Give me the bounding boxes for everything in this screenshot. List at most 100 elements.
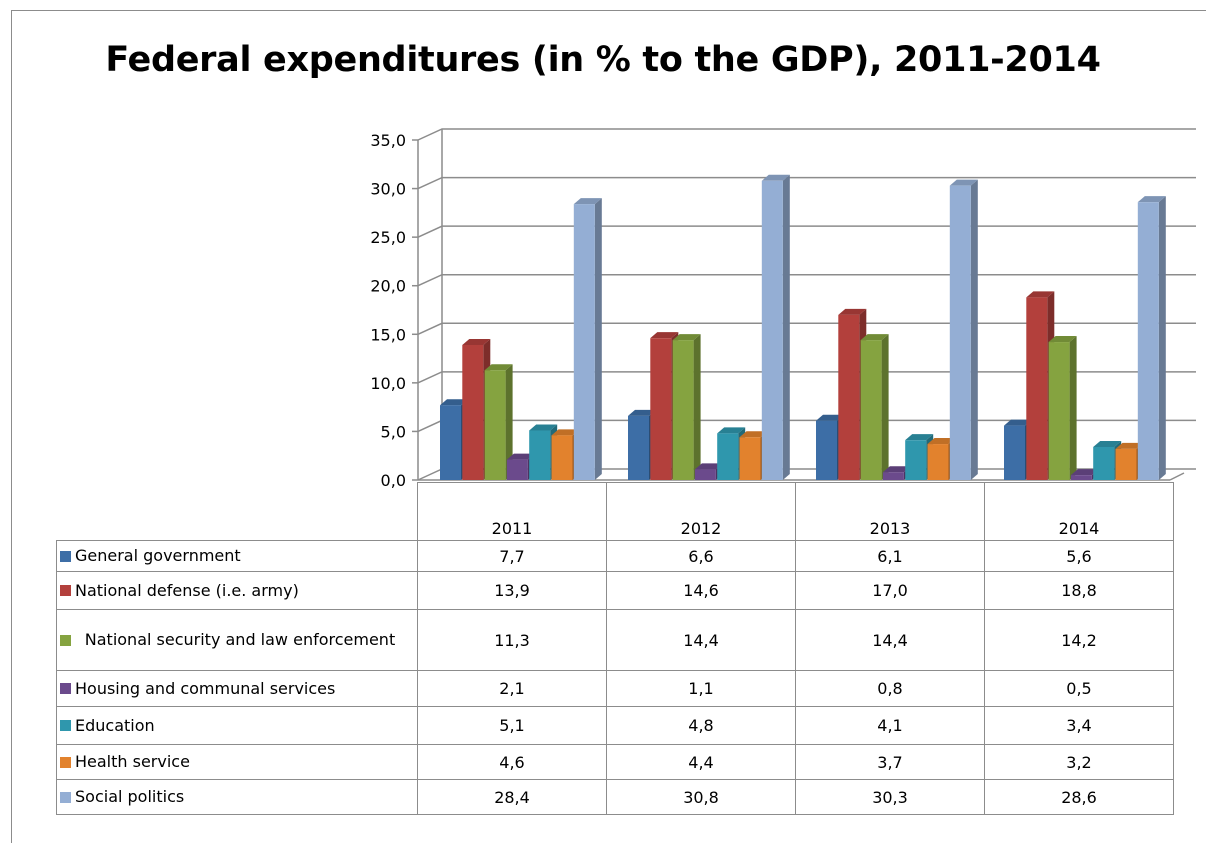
bar-side bbox=[693, 334, 701, 480]
bar bbox=[484, 364, 513, 480]
bar-front bbox=[761, 180, 783, 481]
data-table: 2011 2012 2013 2014 General government 7,7 6,6… bbox=[56, 482, 1174, 815]
data-label: 28,6 bbox=[984, 779, 1174, 815]
data-label: 30,8 bbox=[606, 779, 796, 815]
floor-right-edge bbox=[1169, 472, 1185, 481]
data-label: 5,6 bbox=[984, 540, 1174, 572]
gridline bbox=[417, 128, 1196, 141]
table-row: General government 7,7 6,6 6,1 5,6 bbox=[56, 540, 1174, 572]
table-row: Health service 4,6 4,4 3,7 3,2 bbox=[56, 744, 1174, 780]
legend-swatch bbox=[60, 585, 71, 596]
bar-front bbox=[1115, 448, 1137, 480]
x-tick-label: 2012 bbox=[606, 482, 796, 541]
table-row: Housing and communal services 2,1 1,1 0,8 0,… bbox=[56, 670, 1174, 707]
table-row: National security and law enforcement 11,… bbox=[56, 609, 1174, 671]
bar-top bbox=[905, 434, 934, 441]
data-label: 17,0 bbox=[795, 571, 985, 610]
bar-side bbox=[881, 334, 889, 480]
bar-front bbox=[1093, 446, 1115, 480]
data-label: 4,4 bbox=[606, 744, 796, 780]
table-row: Education 5,1 4,8 4,1 3,4 bbox=[56, 706, 1174, 745]
data-label: 3,4 bbox=[984, 706, 1174, 745]
data-label: 30,3 bbox=[795, 779, 985, 815]
data-label: 14,2 bbox=[984, 609, 1174, 671]
bar-top bbox=[529, 424, 558, 431]
bar-top bbox=[506, 453, 535, 460]
data-label: 5,1 bbox=[417, 706, 607, 745]
data-label: 4,6 bbox=[417, 744, 607, 780]
gridline bbox=[417, 371, 1196, 384]
bar-top bbox=[816, 414, 844, 421]
bar-side bbox=[1069, 336, 1077, 480]
bar-front bbox=[506, 459, 528, 480]
legend-swatch bbox=[60, 683, 71, 694]
bar bbox=[949, 179, 978, 480]
series-name: Social politics bbox=[75, 787, 185, 806]
table-header-row: 2011 2012 2013 2014 bbox=[56, 482, 1174, 541]
data-label: 6,1 bbox=[795, 540, 985, 572]
data-label: 7,7 bbox=[417, 540, 607, 572]
bar-front bbox=[694, 469, 716, 480]
bar-front bbox=[927, 444, 949, 480]
bar-top bbox=[1137, 196, 1166, 203]
x-tick-label: 2011 bbox=[417, 482, 607, 541]
bar-top bbox=[949, 179, 978, 186]
data-label: 1,1 bbox=[606, 670, 796, 707]
bar-side bbox=[1158, 196, 1166, 480]
y-tick-label: 10,0 bbox=[370, 374, 406, 393]
bar-front bbox=[529, 430, 551, 480]
chart-frame bbox=[11, 10, 1206, 843]
bar bbox=[860, 334, 889, 480]
table-row: National defense (i.e. army) 13,9 14,6 17,0… bbox=[56, 571, 1174, 610]
bar-front bbox=[905, 440, 927, 480]
data-label: 3,7 bbox=[795, 744, 985, 780]
bar-top bbox=[551, 429, 580, 436]
table-row: Social politics 28,4 30,8 30,3 28,6 bbox=[56, 779, 1174, 815]
bar-front bbox=[440, 405, 461, 480]
legend-swatch bbox=[60, 720, 71, 731]
data-label: 18,8 bbox=[984, 571, 1174, 610]
bar bbox=[672, 334, 701, 480]
data-label: 13,9 bbox=[417, 571, 607, 610]
bar-front bbox=[1004, 425, 1025, 480]
legend-entry: National defense (i.e. army) bbox=[56, 571, 418, 610]
bar-front bbox=[551, 435, 573, 480]
series-name: Health service bbox=[75, 752, 190, 771]
bar-front bbox=[882, 472, 904, 480]
bar-front bbox=[949, 185, 971, 480]
series-name: Education bbox=[75, 715, 155, 735]
bar-front bbox=[860, 340, 882, 480]
legend-swatch bbox=[60, 634, 71, 646]
gridline bbox=[417, 176, 1196, 190]
bar-top bbox=[927, 438, 956, 445]
bar-side bbox=[594, 198, 602, 480]
legend-entry: General government bbox=[56, 540, 418, 572]
bar-top bbox=[838, 308, 867, 315]
bar-top bbox=[761, 174, 790, 181]
bar-front bbox=[1137, 202, 1159, 480]
y-tick-label: 30,0 bbox=[370, 180, 406, 199]
bar-front bbox=[672, 340, 694, 480]
legend-entry: Health service bbox=[56, 744, 418, 780]
y-tick-label: 20,0 bbox=[370, 277, 406, 296]
bar-top bbox=[1093, 440, 1122, 447]
bar-top bbox=[1070, 469, 1099, 476]
legend-entry: Education bbox=[56, 706, 418, 745]
bar-front bbox=[1048, 342, 1070, 480]
bars bbox=[440, 174, 1166, 481]
gridline bbox=[417, 273, 1196, 287]
legend-swatch bbox=[60, 550, 71, 562]
series-name: General government bbox=[75, 546, 241, 565]
bar-front bbox=[1026, 297, 1048, 480]
bar-top bbox=[440, 399, 468, 406]
bar bbox=[1048, 336, 1077, 480]
bar bbox=[1137, 196, 1166, 480]
data-label: 14,6 bbox=[606, 571, 796, 610]
bar-top bbox=[650, 332, 679, 339]
bar-front bbox=[816, 420, 837, 480]
table-corner-cell bbox=[56, 482, 418, 541]
series-name: National security and law enforcement bbox=[84, 630, 396, 649]
bar-top bbox=[694, 463, 723, 470]
legend-entry: Housing and communal services bbox=[56, 670, 418, 707]
legend-entry: Social politics bbox=[56, 779, 418, 815]
